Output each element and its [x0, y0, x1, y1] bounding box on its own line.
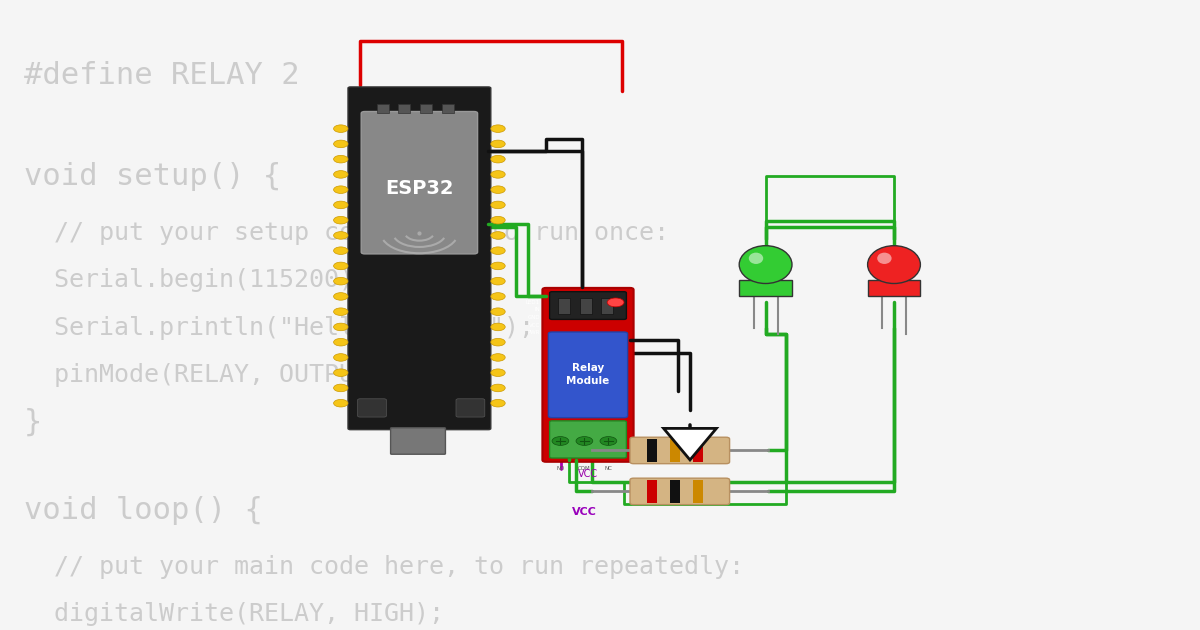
Polygon shape — [664, 428, 716, 460]
Text: NC: NC — [605, 466, 612, 471]
FancyBboxPatch shape — [550, 421, 626, 458]
Circle shape — [552, 437, 569, 445]
Polygon shape — [739, 280, 792, 296]
Circle shape — [607, 298, 624, 307]
Text: LED1: LED1 — [526, 300, 540, 305]
Circle shape — [491, 247, 505, 255]
Bar — [442, 104, 454, 113]
Circle shape — [334, 338, 348, 346]
Circle shape — [334, 140, 348, 147]
Circle shape — [491, 216, 505, 224]
Bar — [601, 298, 613, 314]
Text: IN: IN — [534, 307, 540, 312]
Bar — [398, 104, 410, 113]
Text: }: } — [24, 408, 42, 437]
Circle shape — [491, 308, 505, 316]
Circle shape — [491, 369, 505, 377]
Text: void setup() {: void setup() { — [24, 162, 281, 191]
Text: Serial.println("Hello, ESP32!");: Serial.println("Hello, ESP32!"); — [24, 316, 534, 340]
Circle shape — [576, 437, 593, 445]
Circle shape — [491, 156, 505, 163]
Circle shape — [334, 232, 348, 239]
Circle shape — [334, 262, 348, 270]
Text: VCC: VCC — [572, 507, 596, 517]
Bar — [671, 480, 680, 503]
Circle shape — [491, 125, 505, 132]
Circle shape — [334, 156, 348, 163]
Text: COM: COM — [578, 466, 590, 471]
Circle shape — [334, 171, 348, 178]
Circle shape — [491, 262, 505, 270]
Ellipse shape — [749, 253, 763, 264]
FancyBboxPatch shape — [542, 288, 634, 462]
Text: pinMode(RELAY, OUTPUT);: pinMode(RELAY, OUTPUT); — [24, 363, 398, 387]
Circle shape — [334, 323, 348, 331]
Circle shape — [334, 216, 348, 224]
FancyBboxPatch shape — [358, 399, 386, 417]
Circle shape — [334, 293, 348, 301]
Circle shape — [334, 384, 348, 392]
Bar — [694, 439, 703, 462]
Circle shape — [334, 201, 348, 209]
Bar — [694, 480, 703, 503]
Polygon shape — [868, 280, 920, 296]
FancyBboxPatch shape — [348, 87, 491, 430]
Circle shape — [491, 353, 505, 361]
Circle shape — [491, 140, 505, 147]
Circle shape — [334, 308, 348, 316]
Circle shape — [334, 353, 348, 361]
Circle shape — [491, 399, 505, 407]
Text: digitalWrite(RELAY, HIGH);: digitalWrite(RELAY, HIGH); — [24, 602, 444, 626]
Text: #define RELAY 2: #define RELAY 2 — [24, 61, 300, 90]
Bar — [580, 298, 592, 314]
Circle shape — [334, 186, 348, 193]
Circle shape — [491, 171, 505, 178]
FancyBboxPatch shape — [548, 332, 628, 418]
Bar — [377, 104, 389, 113]
Circle shape — [334, 247, 348, 255]
Text: GND: GND — [527, 315, 540, 320]
Text: ESP32: ESP32 — [385, 180, 454, 198]
Circle shape — [334, 399, 348, 407]
Text: // put your setup code here, to run once:: // put your setup code here, to run once… — [24, 221, 670, 245]
Text: VCC: VCC — [578, 469, 598, 479]
Bar — [420, 104, 432, 113]
Circle shape — [491, 201, 505, 209]
FancyBboxPatch shape — [456, 399, 485, 417]
Circle shape — [334, 277, 348, 285]
Ellipse shape — [739, 246, 792, 284]
Text: Relay
Module: Relay Module — [566, 364, 610, 386]
Circle shape — [491, 186, 505, 193]
Text: VCC: VCC — [529, 323, 540, 328]
Text: // put your main code here, to run repeatedly:: // put your main code here, to run repea… — [24, 555, 744, 579]
Text: NO: NO — [557, 466, 564, 471]
Circle shape — [491, 338, 505, 346]
Bar — [647, 439, 656, 462]
Circle shape — [491, 232, 505, 239]
Bar — [558, 298, 570, 314]
Bar — [671, 439, 680, 462]
Text: void loop() {: void loop() { — [24, 496, 263, 525]
FancyBboxPatch shape — [630, 478, 730, 505]
Circle shape — [491, 384, 505, 392]
FancyBboxPatch shape — [391, 428, 445, 454]
Bar — [647, 480, 656, 503]
Ellipse shape — [877, 253, 892, 264]
Text: PWR: PWR — [528, 330, 540, 335]
Circle shape — [491, 293, 505, 301]
Text: Serial.begin(115200);: Serial.begin(115200); — [24, 268, 370, 292]
FancyBboxPatch shape — [630, 437, 730, 464]
Circle shape — [334, 369, 348, 377]
Ellipse shape — [868, 246, 920, 284]
Circle shape — [491, 277, 505, 285]
Circle shape — [600, 437, 617, 445]
Circle shape — [334, 125, 348, 132]
FancyBboxPatch shape — [550, 292, 626, 319]
Circle shape — [491, 323, 505, 331]
FancyBboxPatch shape — [361, 112, 478, 254]
